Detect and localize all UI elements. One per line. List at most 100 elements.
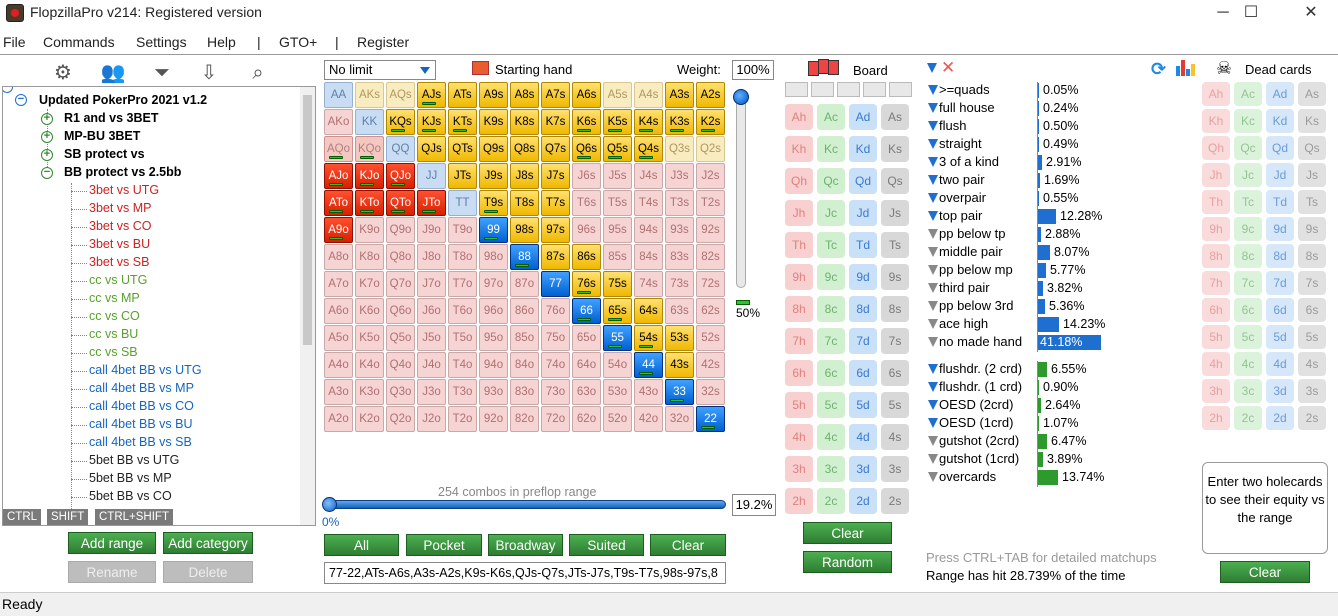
hand-cell-K7o[interactable]: K7o [355,271,384,297]
broadway-button[interactable]: Broadway [488,534,563,556]
stat-filter-icon[interactable] [928,103,938,113]
hand-cell-J5s[interactable]: J5s [603,163,632,189]
hand-cell-86s[interactable]: 86s [572,244,601,270]
hand-cell-A4o[interactable]: A4o [324,352,353,378]
hand-cell-94s[interactable]: 94s [634,217,663,243]
dead-card-Kd[interactable]: Kd [1266,109,1294,133]
hand-cell-ATs[interactable]: ATs [448,82,477,108]
hand-cell-Q2s[interactable]: Q2s [696,136,725,162]
dead-card-Kc[interactable]: Kc [1234,109,1262,133]
stat-filter-icon[interactable] [928,283,938,293]
hand-cell-KQo[interactable]: KQo [355,136,384,162]
dead-card-As[interactable]: As [1298,82,1326,106]
stat-label[interactable]: straight [939,136,982,151]
dead-card-Ad[interactable]: Ad [1266,82,1294,106]
hand-cell-Q4o[interactable]: Q4o [386,352,415,378]
hand-cell-95o[interactable]: 95o [479,325,508,351]
dead-card-8c[interactable]: 8c [1234,244,1262,268]
hand-cell-52o[interactable]: 52o [603,406,632,432]
dead-card-5c[interactable]: 5c [1234,325,1262,349]
hand-cell-T2o[interactable]: T2o [448,406,477,432]
tree-item[interactable]: cc vs BU [89,327,139,341]
board-card-Th[interactable]: Th [785,232,813,258]
minimize-button[interactable]: ─ [1217,4,1229,21]
tree-item[interactable]: 5bet BB vs UTG [89,453,180,467]
board-card-As[interactable]: As [881,104,909,130]
hand-cell-A4s[interactable]: A4s [634,82,663,108]
hand-cell-Q9o[interactable]: Q9o [386,217,415,243]
dead-card-5s[interactable]: 5s [1298,325,1326,349]
hand-cell-J7s[interactable]: J7s [541,163,570,189]
board-card-Qd[interactable]: Qd [849,168,877,194]
stat-label[interactable]: third pair [939,280,990,295]
board-card-8c[interactable]: 8c [817,296,845,322]
expand-icon[interactable]: + [41,149,53,161]
hand-cell-85s[interactable]: 85s [603,244,632,270]
stat-filter-icon[interactable] [928,436,938,446]
board-card-9h[interactable]: 9h [785,264,813,290]
filter-plus-icon[interactable]: ⏷ [154,62,170,84]
stat-filter-icon[interactable] [928,364,938,374]
tree-item[interactable]: cc vs UTG [89,273,148,287]
board-card-2c[interactable]: 2c [817,488,845,514]
hand-cell-64s[interactable]: 64s [634,298,663,324]
hand-cell-A2s[interactable]: A2s [696,82,725,108]
add-category-button[interactable]: Add category [163,532,253,554]
hand-cell-75s[interactable]: 75s [603,271,632,297]
hand-cell-T5o[interactable]: T5o [448,325,477,351]
hand-cell-T2s[interactable]: T2s [696,190,725,216]
hand-cell-J8o[interactable]: J8o [417,244,446,270]
hand-cell-87o[interactable]: 87o [510,271,539,297]
dead-card-Td[interactable]: Td [1266,190,1294,214]
rename-button[interactable]: Rename [68,561,156,583]
hand-cell-73o[interactable]: 73o [541,379,570,405]
hand-cell-44[interactable]: 44 [634,352,663,378]
stat-label[interactable]: full house [939,100,995,115]
board-card-4d[interactable]: 4d [849,424,877,450]
stat-label[interactable]: overpair [939,190,986,205]
stat-filter-icon[interactable] [928,400,938,410]
dead-card-Ac[interactable]: Ac [1234,82,1262,106]
dead-card-Ks[interactable]: Ks [1298,109,1326,133]
stat-label[interactable]: middle pair [939,244,1003,259]
board-card-8h[interactable]: 8h [785,296,813,322]
hand-cell-K2o[interactable]: K2o [355,406,384,432]
board-card-8s[interactable]: 8s [881,296,909,322]
range-percent-slider[interactable] [330,500,726,509]
add-range-button[interactable]: Add range [68,532,156,554]
dead-card-2h[interactable]: 2h [1202,406,1230,430]
tree-item[interactable]: 5bet BB vs MP [89,471,172,485]
board-card-4c[interactable]: 4c [817,424,845,450]
menu-help[interactable]: Help [207,34,236,50]
stat-label[interactable]: flushdr. (2 crd) [939,361,1023,376]
board-card-5s[interactable]: 5s [881,392,909,418]
hand-cell-54o[interactable]: 54o [603,352,632,378]
hand-cell-J9o[interactable]: J9o [417,217,446,243]
dead-card-5d[interactable]: 5d [1266,325,1294,349]
board-card-Kh[interactable]: Kh [785,136,813,162]
dead-card-2c[interactable]: 2c [1234,406,1262,430]
board-card-Qs[interactable]: Qs [881,168,909,194]
hand-cell-53o[interactable]: 53o [603,379,632,405]
hand-cell-Q6o[interactable]: Q6o [386,298,415,324]
board-slot[interactable] [837,82,860,97]
hand-cell-JTo[interactable]: JTo [417,190,446,216]
dead-card-9d[interactable]: 9d [1266,217,1294,241]
hand-cell-K4s[interactable]: K4s [634,109,663,135]
hand-cell-AKs[interactable]: AKs [355,82,384,108]
hand-cell-J6s[interactable]: J6s [572,163,601,189]
tree-group[interactable]: SB protect vs [64,147,145,161]
hand-cell-Q5s[interactable]: Q5s [603,136,632,162]
stat-label[interactable]: pp below tp [939,226,1006,241]
hand-cell-Q7s[interactable]: Q7s [541,136,570,162]
hand-cell-QTo[interactable]: QTo [386,190,415,216]
hand-cell-42s[interactable]: 42s [696,352,725,378]
stat-filter-icon[interactable] [928,265,938,275]
board-card-Ad[interactable]: Ad [849,104,877,130]
hand-cell-K8o[interactable]: K8o [355,244,384,270]
hand-cell-QJs[interactable]: QJs [417,136,446,162]
hand-cell-84o[interactable]: 84o [510,352,539,378]
hand-cell-32o[interactable]: 32o [665,406,694,432]
board-card-5c[interactable]: 5c [817,392,845,418]
dead-card-Ah[interactable]: Ah [1202,82,1230,106]
